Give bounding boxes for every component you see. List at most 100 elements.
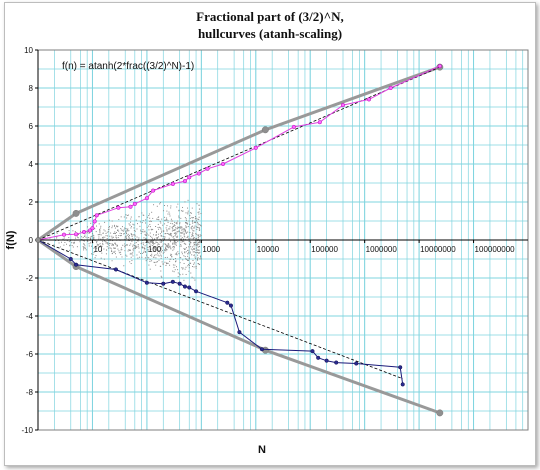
scatter-dot	[163, 230, 165, 232]
scatter-dot	[172, 249, 174, 251]
scatter-dot	[120, 247, 122, 249]
scatter-dot	[66, 249, 68, 251]
scatter-dot	[178, 215, 180, 217]
scatter-dot	[127, 233, 129, 235]
scatter-dot	[191, 235, 193, 237]
scatter-dot	[194, 242, 196, 244]
scatter-dot	[153, 256, 155, 258]
scatter-dot	[105, 242, 107, 244]
lower-records-point	[400, 382, 405, 387]
scatter-dot	[126, 244, 128, 246]
scatter-dot	[188, 247, 190, 249]
scatter-dot	[198, 211, 200, 213]
scatter-dot	[163, 231, 165, 233]
scatter-dot	[199, 242, 201, 244]
scatter-dot	[198, 204, 200, 206]
scatter-dot	[117, 229, 119, 231]
scatter-dot	[179, 223, 181, 225]
scatter-dot	[162, 224, 164, 226]
scatter-dot	[160, 240, 162, 242]
scatter-dot	[172, 220, 174, 222]
lower-records-point	[316, 355, 321, 360]
scatter-dot	[101, 245, 103, 247]
lower-records-point	[74, 262, 79, 267]
scatter-dot	[155, 230, 157, 232]
scatter-dot	[192, 222, 194, 224]
lower-hull-line	[37, 238, 441, 415]
scatter-dot	[93, 237, 95, 239]
scatter-dot	[132, 223, 134, 225]
scatter-dot	[174, 253, 176, 255]
scatter-dot	[132, 250, 134, 252]
scatter-dot	[167, 262, 169, 264]
scatter-dot	[98, 234, 100, 236]
scatter-dot	[186, 222, 188, 224]
y-tick-label: -6	[26, 350, 34, 359]
scatter-dot	[111, 225, 113, 227]
scatter-dot	[153, 234, 155, 236]
scatter-dot	[196, 240, 198, 242]
y-tick-label: 10	[24, 46, 33, 55]
scatter-dot	[178, 273, 180, 275]
scatter-dot	[172, 242, 174, 244]
scatter-dot	[187, 259, 189, 261]
chart-title: Fractional part of (3/2)^N, hullcurves (…	[0, 8, 540, 42]
scatter-dot	[145, 251, 147, 253]
scatter-dot	[197, 234, 199, 236]
scatter-dot	[111, 260, 113, 262]
y-tick-label: -8	[26, 388, 34, 397]
scatter-dot	[181, 232, 183, 234]
scatter-dot	[153, 238, 155, 240]
scatter-dot	[84, 247, 86, 249]
scatter-dot	[191, 276, 193, 278]
scatter-dot	[173, 232, 175, 234]
scatter-dot	[145, 219, 147, 221]
scatter-dot	[149, 232, 151, 234]
scatter-dot	[193, 227, 195, 229]
scatter-dot	[155, 254, 157, 256]
scatter-dot	[93, 251, 95, 253]
scatter-dot	[68, 230, 70, 232]
scatter-dot	[191, 221, 193, 223]
scatter-dot	[125, 235, 127, 237]
scatter-dot	[190, 237, 192, 239]
scatter-dot	[130, 263, 132, 265]
upper-records-point	[187, 175, 192, 180]
scatter-dot	[146, 233, 148, 235]
scatter-dot	[160, 241, 162, 243]
scatter-dot	[83, 243, 85, 245]
scatter-dot	[178, 231, 180, 233]
scatter-dot	[86, 232, 88, 234]
scatter-dot	[164, 216, 166, 218]
scatter-dot	[84, 245, 86, 247]
scatter-dot	[126, 233, 128, 235]
scatter-dot	[185, 266, 187, 268]
x-tick-label: 100	[148, 245, 162, 254]
scatter-dot	[179, 227, 181, 229]
scatter-dot	[165, 243, 167, 245]
scatter-dot	[90, 236, 92, 238]
scatter-dot	[152, 244, 154, 246]
scatter-dot	[135, 238, 137, 240]
scatter-dot	[153, 204, 155, 206]
scatter-dot	[100, 257, 102, 259]
scatter-dot	[130, 256, 132, 258]
scatter-dot	[102, 238, 104, 240]
scatter-dot	[165, 248, 167, 250]
upper-records-point	[388, 85, 393, 91]
scatter-dot	[145, 260, 147, 262]
scatter-dot	[151, 240, 153, 242]
scatter-dot	[158, 226, 160, 228]
scatter-dot	[191, 249, 193, 251]
scatter-dot	[99, 231, 101, 233]
scatter-dot	[156, 237, 158, 239]
scatter-dot	[191, 207, 193, 209]
scatter-dot	[187, 255, 189, 257]
scatter-dot	[190, 212, 192, 214]
scatter-dot	[160, 251, 162, 253]
scatter-dot	[171, 254, 173, 256]
scatter-dot	[192, 235, 194, 237]
scatter-dot	[111, 220, 113, 222]
scatter-dot	[124, 246, 126, 248]
scatter-dot	[159, 252, 161, 254]
